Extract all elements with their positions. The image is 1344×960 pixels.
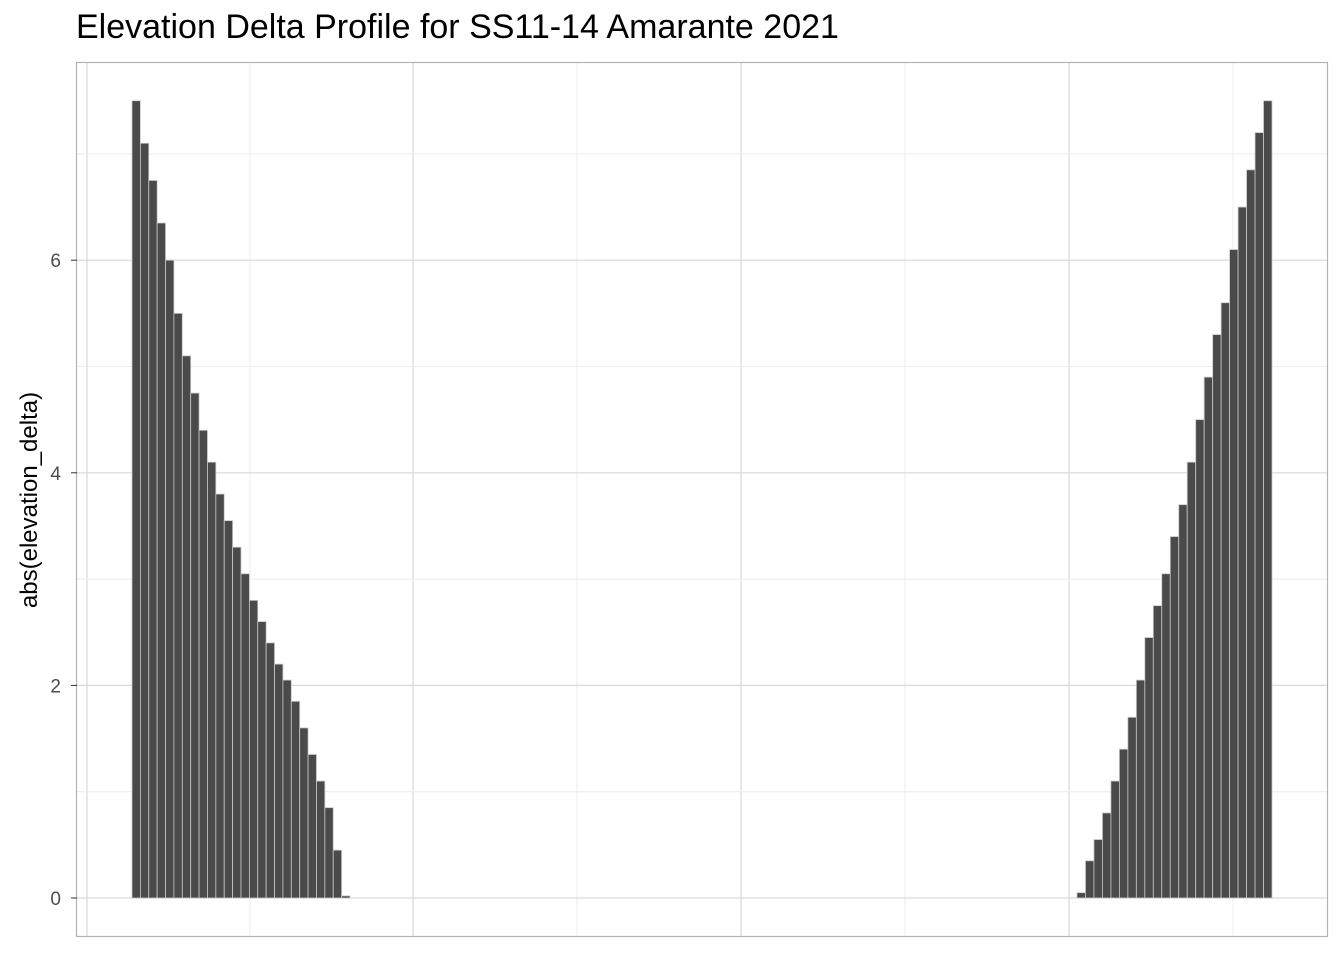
- bar: [1085, 860, 1095, 899]
- bar: [1263, 100, 1273, 899]
- y-tick-label: 2: [50, 676, 61, 697]
- bar: [1254, 132, 1264, 899]
- bar: [1195, 419, 1205, 899]
- bar: [265, 642, 275, 899]
- panel-border: [75, 61, 1329, 938]
- bar: [290, 700, 301, 899]
- bar: [1178, 504, 1188, 899]
- bar: [282, 679, 292, 899]
- y-axis-title: abs(elevation_delta): [16, 392, 43, 608]
- bar: [1169, 536, 1180, 899]
- bar: [1093, 839, 1103, 899]
- bar: [248, 599, 259, 899]
- bar: [1102, 812, 1112, 899]
- bar: [215, 493, 225, 899]
- y-tick-label: 0: [50, 889, 61, 910]
- bar: [1144, 637, 1154, 899]
- bar: [223, 520, 234, 899]
- y-tick-label: 4: [50, 464, 61, 485]
- bar-series: [131, 100, 1273, 899]
- y-axis-ticks: 0 2 4 6: [50, 251, 77, 910]
- bar: [232, 546, 242, 899]
- bar: [257, 621, 267, 899]
- bar: [307, 754, 317, 899]
- bar: [1127, 716, 1137, 899]
- bar: [316, 780, 326, 899]
- bar: [165, 259, 175, 899]
- bar: [207, 461, 217, 899]
- bar: [181, 355, 192, 899]
- chart-title: Elevation Delta Profile for SS11-14 Amar…: [76, 8, 839, 46]
- bar: [1076, 892, 1086, 899]
- bar: [1237, 206, 1247, 899]
- bar: [240, 573, 250, 899]
- bar: [190, 392, 200, 899]
- bar: [1220, 302, 1231, 899]
- y-tick-label: 6: [50, 251, 61, 272]
- bar: [173, 312, 183, 899]
- bar: [1118, 748, 1129, 899]
- bar: [1186, 461, 1197, 899]
- bar: [139, 142, 150, 899]
- bar: [332, 849, 343, 899]
- bar: [324, 807, 334, 899]
- bar: [156, 222, 166, 899]
- bar: [1110, 780, 1120, 899]
- bar: [341, 895, 351, 899]
- bar: [1229, 249, 1239, 899]
- bar: [1152, 605, 1163, 899]
- bar: [131, 100, 141, 899]
- bar: [1203, 376, 1214, 899]
- bar: [1161, 573, 1171, 899]
- bar: [1135, 679, 1146, 899]
- bar: [198, 429, 208, 899]
- bar: [148, 180, 158, 899]
- bar: [299, 727, 309, 899]
- bar: [1212, 334, 1222, 899]
- bar: [1246, 169, 1256, 899]
- bar: [274, 663, 284, 899]
